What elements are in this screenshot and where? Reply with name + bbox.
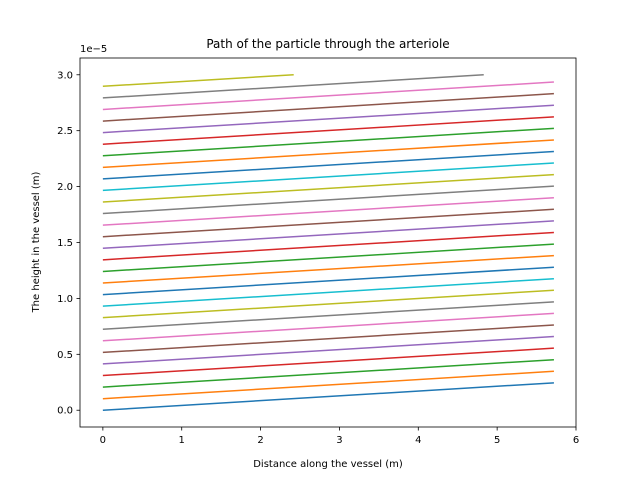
series-line-2 (102, 370, 554, 400)
series-line-5 (102, 335, 554, 365)
series-line-4 (102, 347, 554, 377)
y-tick-label: 0.0 (57, 406, 73, 417)
series-line-3 (102, 358, 554, 388)
x-tick-label: 1 (179, 435, 185, 446)
series-line-10 (102, 277, 554, 307)
series-line-23 (102, 127, 554, 157)
y-tick-label: 3.0 (57, 70, 73, 81)
series-line-20 (102, 162, 554, 192)
series-line-24 (102, 116, 554, 145)
x-tick-label: 2 (257, 435, 263, 446)
x-tick-label: 3 (336, 435, 342, 446)
series-line-22 (102, 139, 554, 169)
series-line-26 (102, 92, 554, 122)
x-axis-ticks: 0 1 2 3 4 5 6 (100, 427, 579, 446)
plot-frame (79, 57, 577, 428)
x-tick-label: 0 (100, 435, 106, 446)
series-line-25 (102, 104, 554, 134)
y-tick-label: 2.5 (57, 126, 73, 137)
series-line-28 (102, 74, 484, 99)
series-line-16 (102, 208, 554, 238)
chart-title: Path of the particle through the arterio… (206, 37, 449, 51)
series-line-8 (102, 301, 554, 331)
series-line-14 (102, 231, 554, 261)
y-axis-label: The height in the vessel (m) (31, 171, 42, 313)
x-tick-label: 5 (494, 435, 500, 446)
x-axis-label: Distance along the vessel (m) (253, 459, 403, 470)
series-line-13 (102, 243, 554, 273)
y-tick-label: 0.5 (57, 350, 73, 361)
y-axis-ticks: 0.0 0.5 1.0 1.5 2.0 2.5 3.0 (57, 70, 80, 417)
series-line-21 (102, 150, 554, 180)
series-line-19 (102, 173, 554, 203)
series-line-1 (102, 382, 554, 411)
y-tick-label: 1.0 (57, 294, 73, 305)
series-line-18 (102, 185, 554, 215)
series-line-9 (102, 289, 554, 319)
series-line-29 (102, 74, 294, 88)
series-line-7 (102, 312, 554, 342)
series-line-15 (102, 220, 554, 250)
series-line-27 (102, 81, 554, 111)
series-line-12 (102, 254, 554, 284)
series-line-6 (102, 324, 554, 354)
y-axis-offset-label: 1e−5 (80, 44, 107, 55)
series-line-17 (102, 197, 554, 226)
series-layer (102, 74, 554, 411)
y-tick-label: 1.5 (57, 238, 73, 249)
x-tick-label: 6 (573, 435, 579, 446)
y-tick-label: 2.0 (57, 182, 73, 193)
series-line-11 (102, 266, 554, 296)
x-tick-label: 4 (415, 435, 421, 446)
